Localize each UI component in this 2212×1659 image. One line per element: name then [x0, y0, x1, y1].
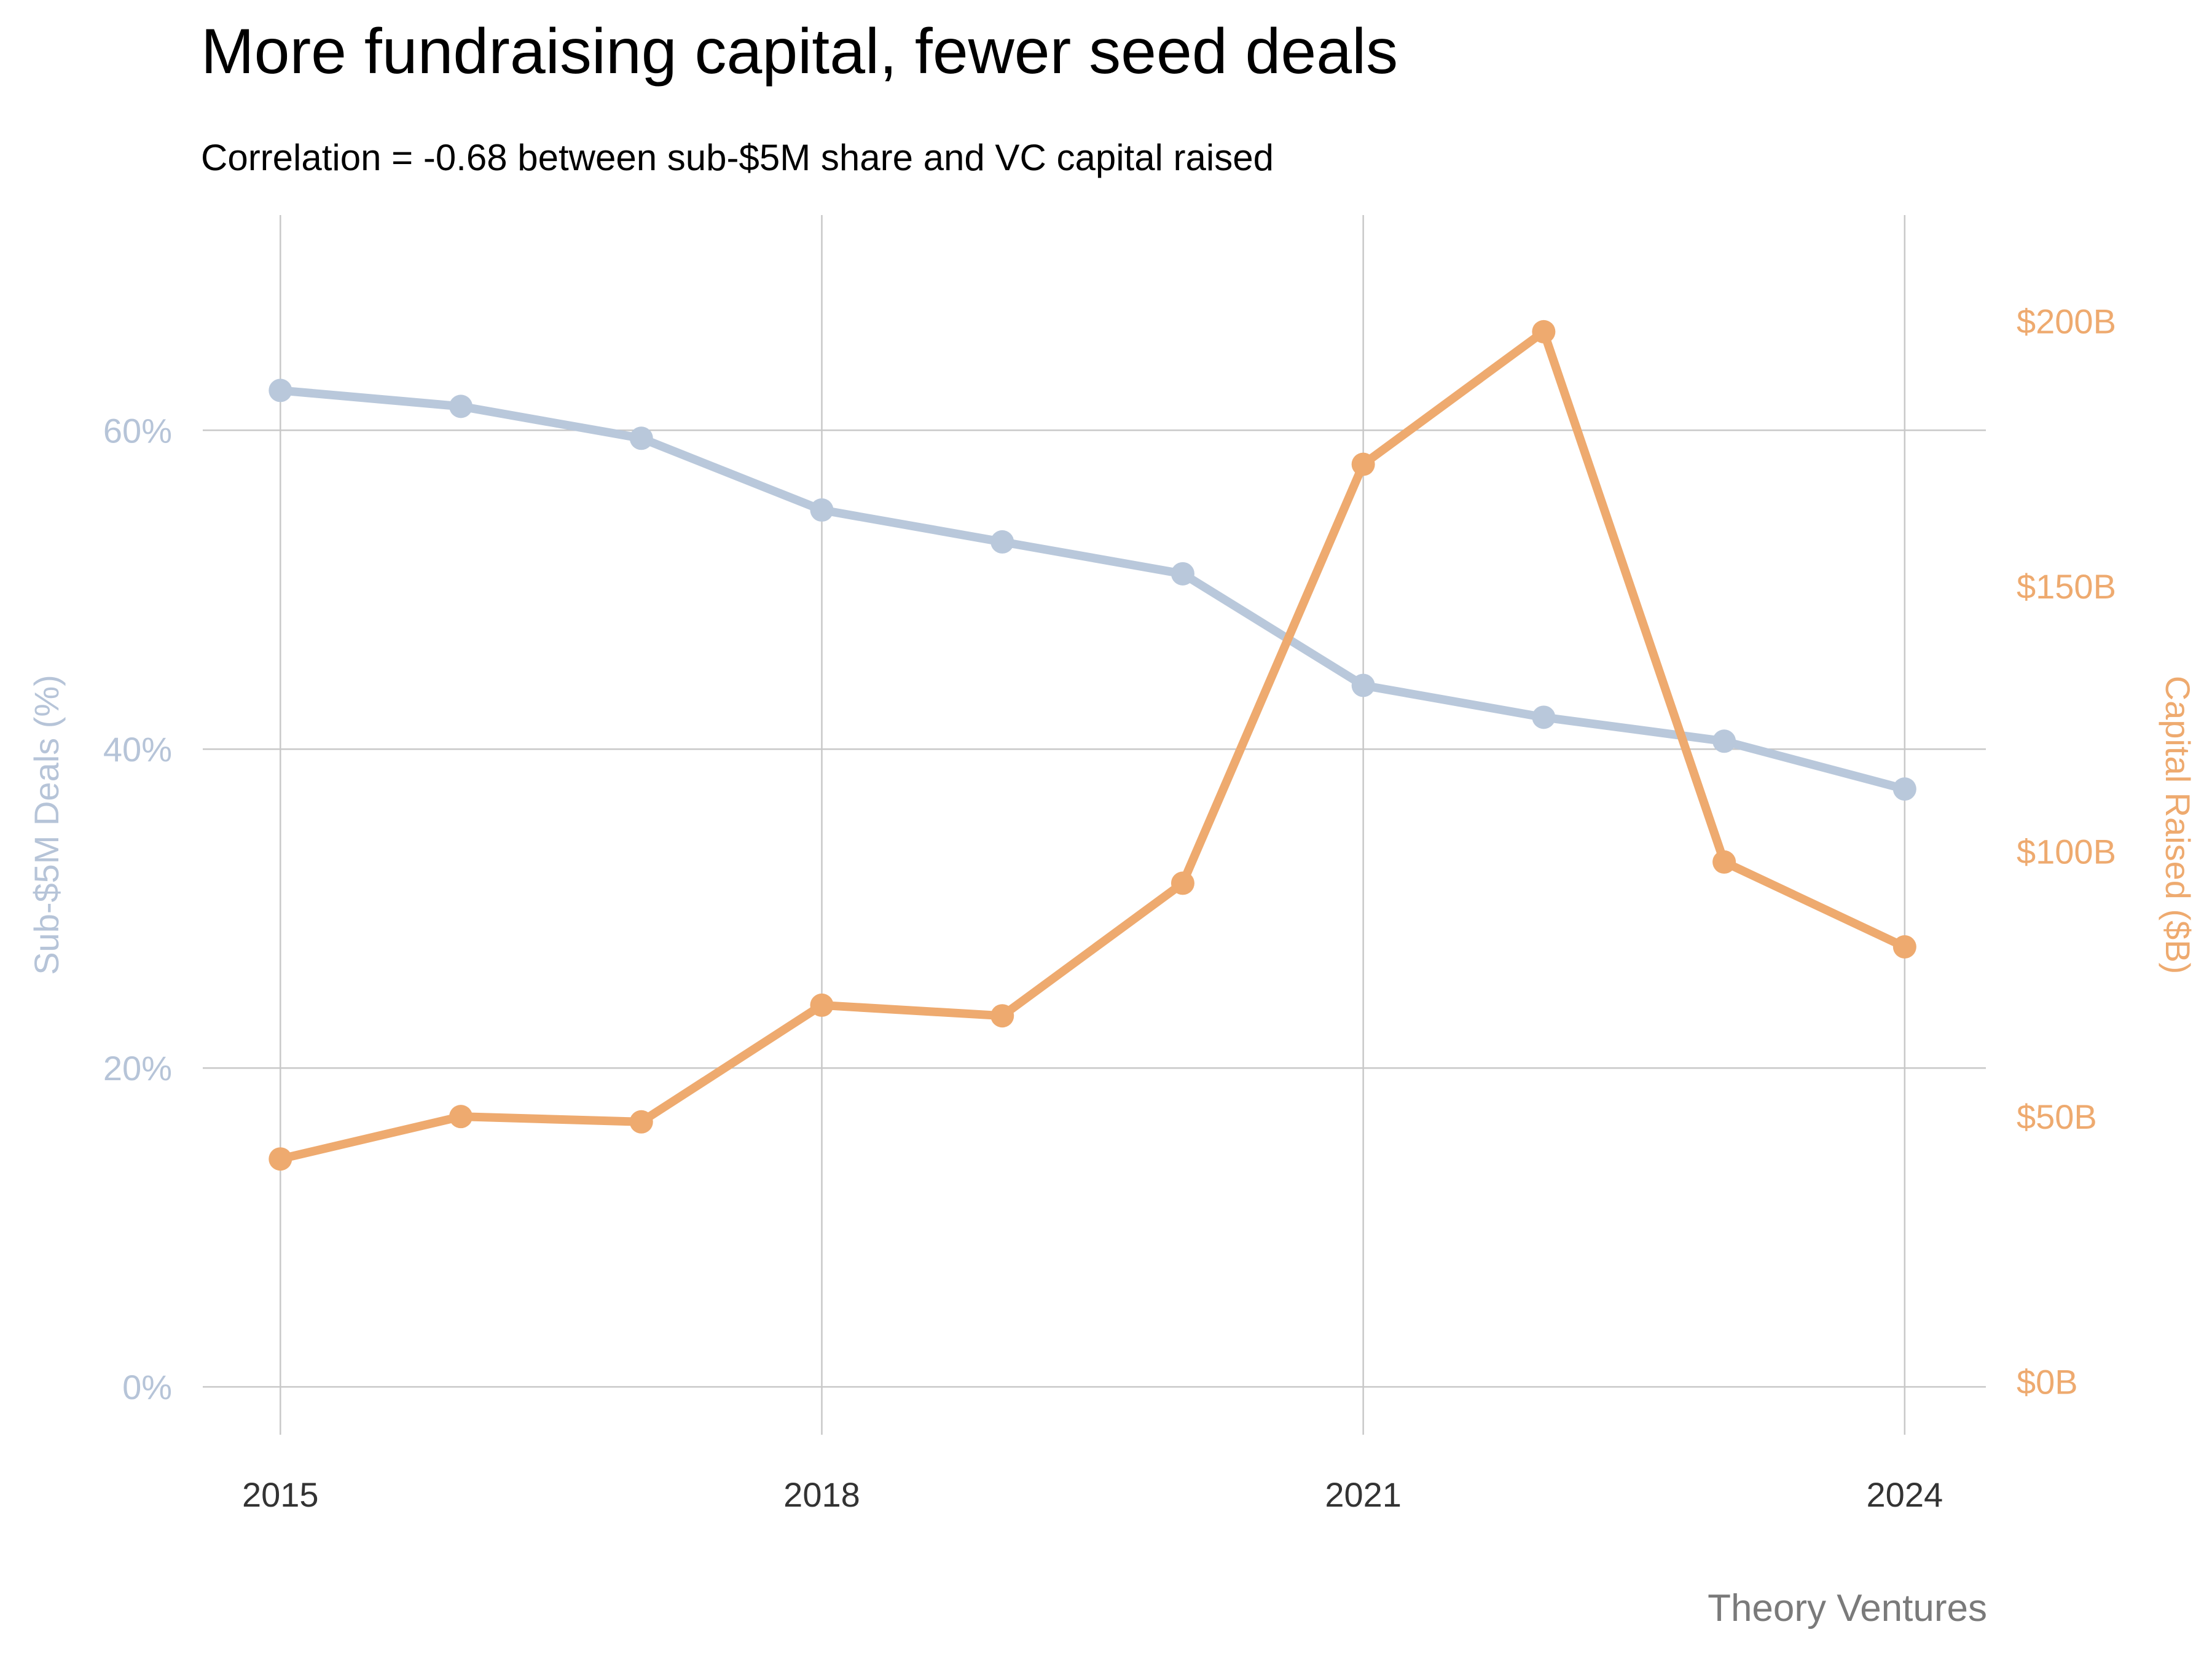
- x-tick-label: 2024: [1867, 1475, 1943, 1514]
- x-tick-label: 2021: [1325, 1475, 1402, 1514]
- capital-raised-point: [1171, 871, 1194, 895]
- chart-title: More fundraising capital, fewer seed dea…: [201, 16, 1398, 87]
- capital-raised-point: [1892, 935, 1916, 959]
- capital-raised-point: [990, 1004, 1014, 1028]
- sub-5m-share-point: [990, 530, 1014, 554]
- grid-lines: [203, 215, 1986, 1435]
- right-tick-label: $50B: [2017, 1097, 2097, 1136]
- capital-raised-point: [1351, 452, 1375, 476]
- sub-5m-share-point: [1351, 673, 1375, 697]
- series-layer: [269, 320, 1916, 1171]
- left-axis-title: Sub-$5M Deals (%): [27, 675, 66, 975]
- sub-5m-share-point: [810, 498, 834, 522]
- left-tick-label: 60%: [103, 411, 172, 450]
- source-credit: Theory Ventures: [1708, 1587, 1987, 1630]
- right-tick-label: $0B: [2017, 1363, 2078, 1402]
- sub-5m-share-line: [276, 386, 1909, 794]
- left-tick-label: 0%: [122, 1368, 172, 1406]
- x-tick-label: 2018: [783, 1475, 860, 1514]
- x-tick-label: 2015: [242, 1475, 319, 1514]
- sub-5m-share-point: [1532, 705, 1556, 729]
- left-tick-label: 40%: [103, 730, 172, 769]
- capital-raised-point: [1712, 850, 1736, 874]
- sub-5m-share-point: [1712, 729, 1736, 753]
- right-tick-label: $150B: [2017, 567, 2116, 606]
- right-axis-title: Capital Raised ($B): [2159, 676, 2197, 975]
- left-axis: 0% 20% 40% 60% Sub-$5M Deals (%): [27, 411, 172, 1406]
- left-tick-label: 20%: [103, 1049, 172, 1088]
- capital-raised-point: [269, 1147, 292, 1171]
- capital-raised-point: [449, 1105, 473, 1129]
- capital-raised-line: [276, 327, 1909, 1164]
- capital-raised-point: [629, 1110, 653, 1134]
- sub-5m-share-point: [1892, 777, 1916, 801]
- x-axis: 2015 2018 2021 2024: [242, 1475, 1943, 1514]
- sub-5m-share-point: [449, 394, 473, 418]
- right-tick-label: $100B: [2017, 833, 2116, 871]
- right-tick-label: $200B: [2017, 302, 2116, 341]
- chart-subtitle: Correlation = -0.68 between sub-$5M shar…: [201, 137, 1274, 178]
- capital-raised-point: [810, 993, 834, 1017]
- sub-5m-share-point: [1171, 562, 1194, 586]
- sub-5m-share-point: [269, 378, 292, 402]
- sub-5m-share-point: [629, 426, 653, 450]
- capital-raised-point: [1532, 320, 1556, 343]
- right-axis: $0B $50B $100B $150B $200B Capital Raised ($B…: [2017, 302, 2197, 1402]
